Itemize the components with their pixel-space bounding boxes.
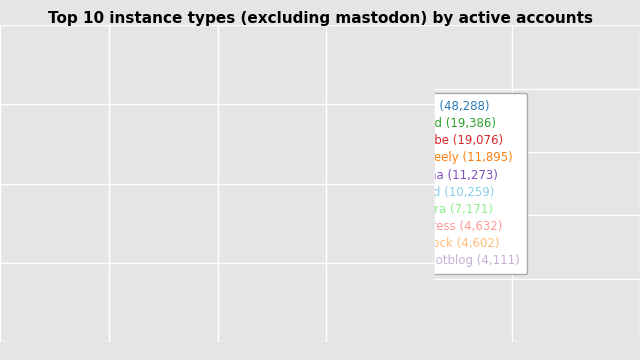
Wedge shape	[147, 66, 218, 184]
Wedge shape	[93, 107, 218, 184]
Wedge shape	[195, 57, 218, 184]
Wedge shape	[170, 59, 218, 184]
Wedge shape	[218, 57, 344, 254]
Text: Top 10 instance types (excluding mastodon) by active accounts: Top 10 instance types (excluding mastodo…	[47, 11, 593, 26]
Wedge shape	[133, 184, 233, 310]
Wedge shape	[218, 184, 323, 309]
Wedge shape	[97, 184, 218, 278]
Wedge shape	[91, 159, 218, 222]
Legend: lemmy (48,288), pixelfed (19,386), peertube (19,076), writefreely (11,895), pler: lemmy (48,288), pixelfed (19,386), peert…	[388, 93, 527, 274]
Wedge shape	[117, 79, 218, 184]
